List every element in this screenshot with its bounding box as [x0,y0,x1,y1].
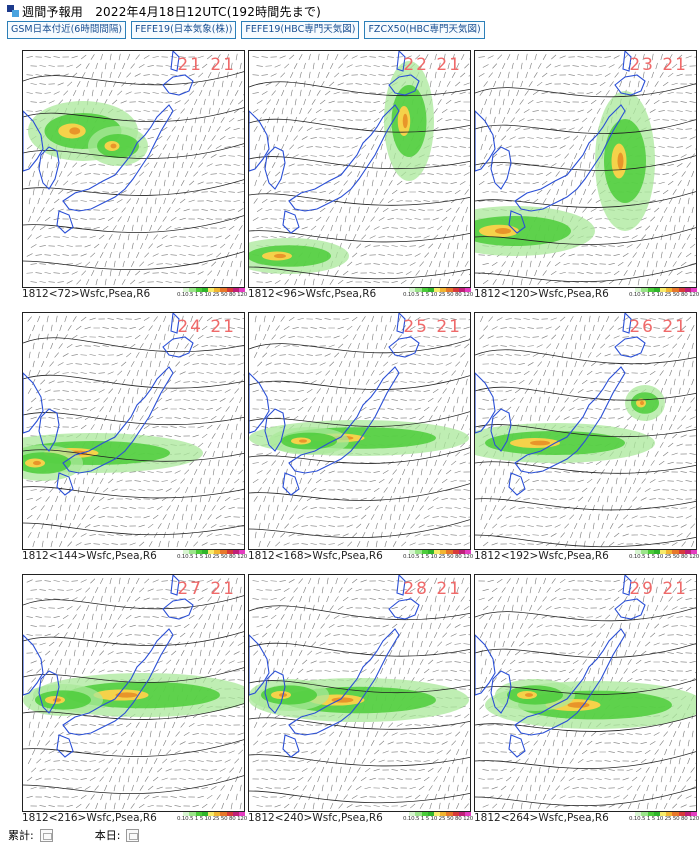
map-caption: 1812<192>Wsfc,Psea,R6 [474,550,609,562]
map-caption: 1812<240>Wsfc,Psea,R6 [248,812,383,824]
weather-map[interactable]: 23 21 [474,50,697,288]
precip-legend: 0.10.5 1 5 10 25 50 80 120 [177,550,247,562]
logo-icon [7,5,19,17]
valid-date-label: 27 21 [177,579,236,599]
precip-legend: 0.10.5 1 5 10 25 50 80 120 [403,550,473,562]
map-caption: 1812<168>Wsfc,Psea,R6 [248,550,383,562]
today-count-label: 本日: [94,829,121,842]
valid-date-label: 22 21 [403,55,462,75]
map-caption: 1812<72>Wsfc,Psea,R6 [22,288,151,300]
weather-map[interactable]: 24 21 [22,312,245,550]
forecast-panel: 23 21 1812<120>Wsfc,Psea,R6 0.10.5 1 5 1… [474,50,699,302]
precip-legend: 0.10.5 1 5 10 25 50 80 120 [403,288,473,300]
valid-date-label: 26 21 [629,317,688,337]
forecast-panel: 28 21 1812<240>Wsfc,Psea,R6 0.10.5 1 5 1… [248,574,473,826]
map-caption: 1812<264>Wsfc,Psea,R6 [474,812,609,824]
weather-map[interactable]: 28 21 [248,574,471,812]
valid-date-label: 28 21 [403,579,462,599]
weather-map[interactable]: 21 21 [22,50,245,288]
weather-map[interactable]: 27 21 [22,574,245,812]
precip-legend: 0.10.5 1 5 10 25 50 80 120 [177,288,247,300]
forecast-panel: 27 21 1812<216>Wsfc,Psea,R6 0.10.5 1 5 1… [22,574,247,826]
tab-fzcx50-hbc[interactable]: FZCX50(HBC専門天気図) [364,21,485,39]
valid-date-label: 23 21 [629,55,688,75]
forecast-panel: 26 21 1812<192>Wsfc,Psea,R6 0.10.5 1 5 1… [474,312,699,564]
map-caption: 1812<144>Wsfc,Psea,R6 [22,550,157,562]
tab-gsm-japan[interactable]: GSM日本付近(6時間間隔) [7,21,127,39]
map-caption: 1812<120>Wsfc,Psea,R6 [474,288,609,300]
access-counter: 累計: 本日: [8,827,140,843]
precip-legend: 0.10.5 1 5 10 25 50 80 120 [629,550,699,562]
weather-map[interactable]: 26 21 [474,312,697,550]
map-caption: 1812<216>Wsfc,Psea,R6 [22,812,157,824]
weather-map[interactable]: 29 21 [474,574,697,812]
weather-map[interactable]: 25 21 [248,312,471,550]
precip-legend: 0.10.5 1 5 10 25 50 80 120 [177,812,247,824]
forecast-panel: 22 21 1812<96>Wsfc,Psea,R6 0.10.5 1 5 10… [248,50,473,302]
page-header: 週間予報用 2022年4月18日12UTC(192時間先まで) [7,3,321,19]
tab-fefe19-jwa[interactable]: FEFE19(日本気象(株)) [131,21,237,39]
cumulative-count-label: 累計: [8,829,34,842]
forecast-panel: 29 21 1812<264>Wsfc,Psea,R6 0.10.5 1 5 1… [474,574,699,826]
page-title: 週間予報用 2022年4月18日12UTC(192時間先まで) [22,4,321,19]
weather-map[interactable]: 22 21 [248,50,471,288]
product-tabs: GSM日本付近(6時間間隔) FEFE19(日本気象(株)) FEFE19(HB… [7,21,485,39]
tab-fefe19-hbc[interactable]: FEFE19(HBC専門天気図) [241,21,360,39]
valid-date-label: 29 21 [629,579,688,599]
valid-date-label: 25 21 [403,317,462,337]
broken-image-icon [126,828,140,842]
valid-date-label: 21 21 [177,55,236,75]
precip-legend: 0.10.5 1 5 10 25 50 80 120 [629,288,699,300]
forecast-panel: 21 21 1812<72>Wsfc,Psea,R6 0.10.5 1 5 10… [22,50,247,302]
forecast-panel: 25 21 1812<168>Wsfc,Psea,R6 0.10.5 1 5 1… [248,312,473,564]
broken-image-icon [39,828,53,842]
precip-legend: 0.10.5 1 5 10 25 50 80 120 [403,812,473,824]
valid-date-label: 24 21 [177,317,236,337]
precip-legend: 0.10.5 1 5 10 25 50 80 120 [629,812,699,824]
forecast-panel: 24 21 1812<144>Wsfc,Psea,R6 0.10.5 1 5 1… [22,312,247,564]
map-caption: 1812<96>Wsfc,Psea,R6 [248,288,377,300]
